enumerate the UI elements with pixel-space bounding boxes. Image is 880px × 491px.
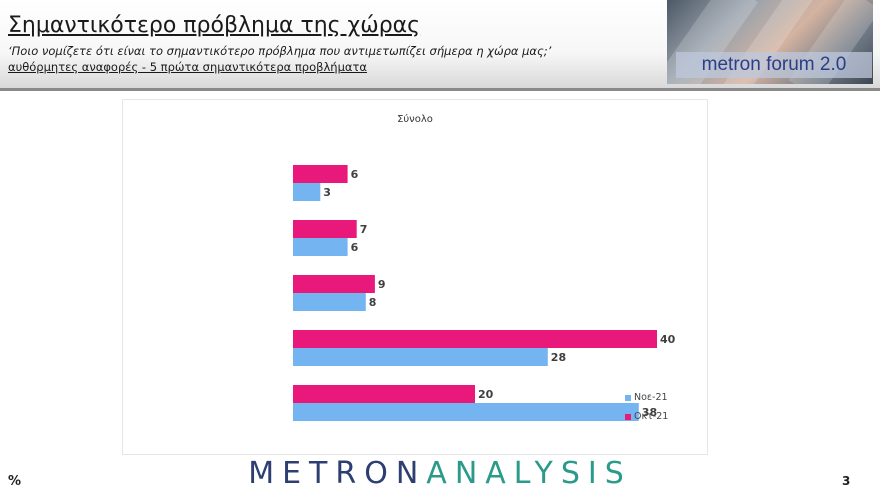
bar-nov-2 — [293, 293, 366, 311]
question-text: ‘Ποιο νομίζετε ότι είναι το σημαντικότερ… — [8, 44, 552, 58]
legend-swatch — [625, 394, 631, 401]
chart-panel: Σύνολο 6 3 7 6 9 8 40 28 20 38 Νοε-21 Οκτ-21 — [122, 99, 708, 455]
logo-analysis: ANALYSIS — [426, 456, 632, 491]
data-label: 40 — [660, 333, 676, 346]
legend-swatch — [625, 413, 631, 420]
data-label: 6 — [351, 241, 359, 254]
bar-nov-3 — [293, 348, 548, 366]
bar-nov-4 — [293, 403, 639, 421]
chart-title: Σύνολο — [397, 114, 433, 125]
bar-oct-1 — [293, 220, 357, 238]
bar-oct-2 — [293, 275, 375, 293]
legend-label: Νοε-21 — [634, 392, 668, 403]
logo-metron: METRON — [248, 456, 427, 491]
data-label: 28 — [551, 351, 566, 364]
data-label: 8 — [369, 296, 377, 309]
legend-item-oct: Οκτ-21 — [625, 411, 668, 422]
bar-oct-4 — [293, 385, 475, 403]
data-label: 20 — [478, 388, 494, 401]
unit-label: % — [8, 474, 22, 489]
data-label: 9 — [378, 278, 386, 291]
data-label: 3 — [323, 186, 331, 199]
data-label: 6 — [351, 168, 359, 181]
bar-nov-0 — [293, 183, 321, 201]
legend-label: Οκτ-21 — [634, 411, 669, 422]
data-label: 38 — [642, 406, 657, 419]
note-text: αυθόρμητες αναφορές - 5 πρώτα σημαντικότ… — [8, 60, 367, 74]
data-label: 7 — [360, 223, 368, 236]
bar-nov-1 — [293, 238, 348, 256]
metron-analysis-logo: METRONANALYSIS — [0, 456, 880, 491]
bar-oct-3 — [293, 330, 657, 348]
bar-oct-0 — [293, 165, 348, 183]
forum-banner-label: metron forum 2.0 — [676, 52, 872, 78]
page-number: 3 — [842, 474, 851, 488]
legend-item-nov: Νοε-21 — [625, 392, 668, 403]
page-title: Σημαντικότερο πρόβλημα της χώρας — [8, 13, 421, 38]
